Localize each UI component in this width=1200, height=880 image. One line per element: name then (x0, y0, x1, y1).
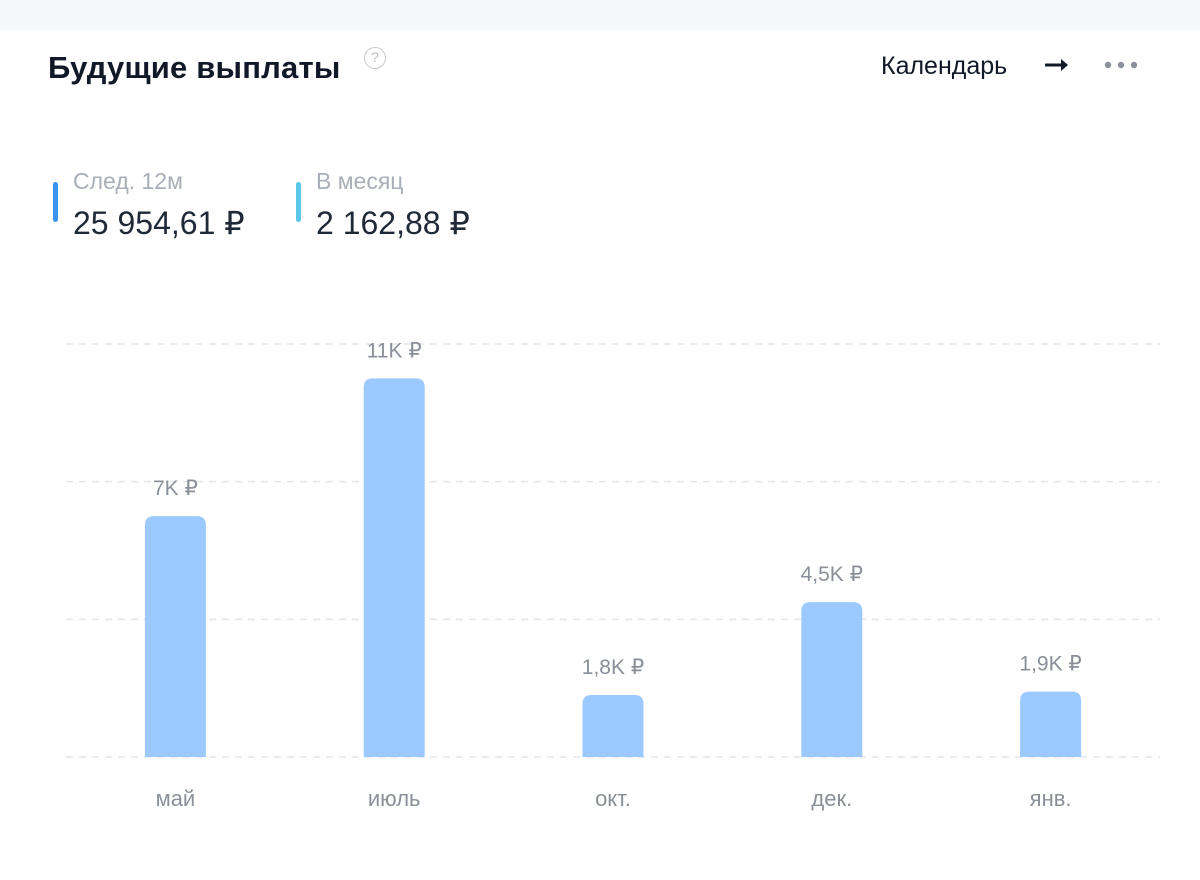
stat-value: 2 162,88 ₽ (316, 205, 470, 241)
bar-value-label: 4,5K ₽ (801, 563, 863, 586)
x-tick-label: янв. (1030, 786, 1072, 811)
x-tick-label: дек. (811, 786, 852, 811)
stat-value: 25 954,61 ₽ (73, 205, 245, 241)
arrow-right-icon[interactable] (1045, 57, 1069, 73)
calendar-link[interactable]: Календарь (881, 52, 1008, 80)
page-title: Будущие выплаты (48, 50, 341, 85)
more-dots-icon[interactable] (1104, 61, 1138, 69)
bar-май[interactable] (144, 516, 206, 757)
bar-value-label: 7K ₽ (153, 477, 198, 500)
question-circle-icon[interactable]: ? (364, 47, 386, 69)
stat-color-bar (53, 182, 58, 222)
stat-label: В месяц (316, 168, 404, 194)
bar-дек.[interactable] (801, 602, 863, 757)
bar-value-label: 1,8K ₽ (582, 656, 644, 679)
x-tick-label: июль (368, 786, 421, 811)
x-tick-label: окт. (595, 786, 631, 811)
bar-value-label: 1,9K ₽ (1019, 653, 1081, 676)
bar-янв.[interactable] (1020, 691, 1082, 757)
stat-label: След. 12м (73, 168, 183, 194)
bar-value-label: 11K ₽ (367, 339, 422, 362)
bar-июль[interactable] (363, 378, 425, 757)
stat-color-bar (296, 182, 301, 222)
bar-окт.[interactable] (582, 695, 644, 757)
x-tick-label: май (156, 786, 196, 811)
